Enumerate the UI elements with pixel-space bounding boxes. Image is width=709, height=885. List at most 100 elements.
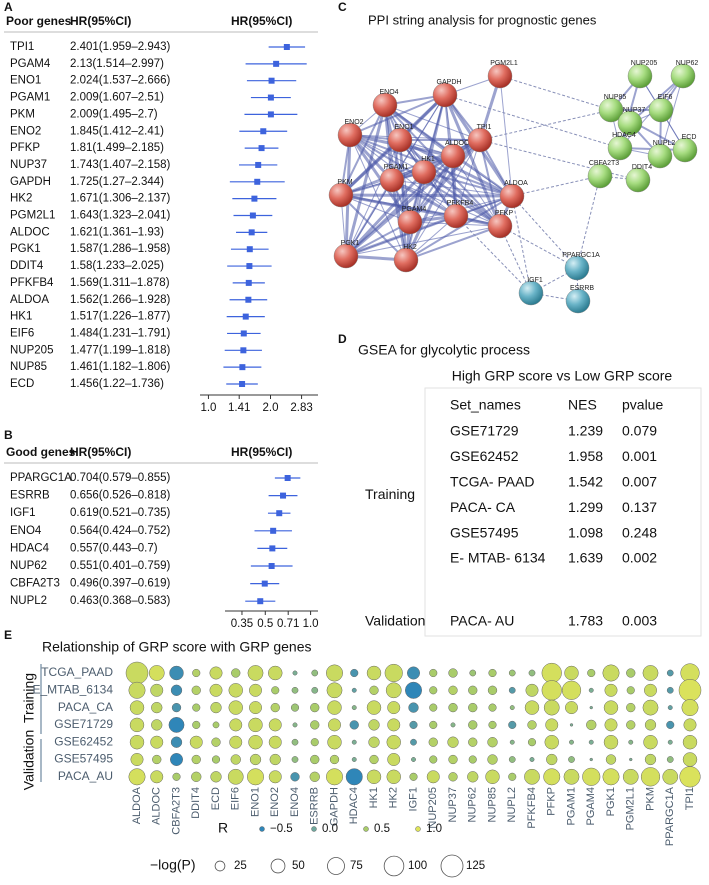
bubble	[150, 683, 164, 697]
edge	[344, 104, 387, 257]
bubble	[569, 739, 574, 745]
bubble	[411, 757, 416, 762]
bubble	[192, 668, 201, 678]
bubble	[151, 719, 163, 731]
bubble	[310, 754, 320, 765]
bubble	[468, 737, 478, 747]
bubble	[231, 668, 241, 678]
bubble	[679, 766, 701, 788]
bubble	[468, 720, 478, 730]
node	[397, 209, 423, 235]
bubble	[268, 770, 282, 784]
edge	[423, 171, 501, 227]
value-label: 1.562(1.266–1.928)	[70, 294, 171, 306]
table-cell: 0.137	[622, 499, 657, 515]
node	[672, 137, 698, 163]
bubble	[387, 718, 401, 732]
bubble	[405, 681, 422, 699]
value-label: 2.024(1.537–2.666)	[70, 75, 171, 87]
bubble	[509, 739, 515, 745]
bubble	[429, 720, 438, 729]
group-label: Training	[21, 673, 37, 723]
x-tick-label: PFKFB4	[526, 787, 538, 829]
header: Poor genes	[6, 14, 72, 28]
bubble	[408, 702, 419, 713]
node-label: ALDOA	[504, 180, 528, 187]
legend-swatch	[363, 826, 369, 832]
x-tick-label: HK2	[388, 787, 400, 808]
hr-point	[273, 60, 280, 67]
group-label: Training	[365, 486, 415, 502]
node	[372, 92, 398, 118]
hr-point	[257, 598, 264, 605]
edge	[391, 179, 513, 197]
bubble	[211, 737, 221, 747]
node	[587, 163, 613, 189]
x-tick-label: PFKP	[546, 787, 558, 816]
legend-label: 125	[466, 860, 485, 872]
node	[487, 213, 513, 239]
bubble	[247, 665, 264, 681]
node-label: HDAC4	[612, 132, 636, 139]
bubble	[210, 701, 222, 714]
hr-point	[261, 580, 268, 587]
bubble	[565, 701, 578, 715]
bubble	[130, 753, 144, 766]
bubble	[508, 756, 516, 763]
bubble	[369, 754, 379, 765]
node-label: ENO4	[379, 89, 398, 96]
bubble	[129, 734, 145, 750]
bubble	[292, 722, 298, 728]
bubble	[682, 752, 698, 767]
node	[387, 127, 413, 153]
legend-label: 0.0	[322, 823, 338, 835]
hr-point	[242, 313, 249, 320]
value-label: 1.81(1.499–2.185)	[70, 142, 164, 154]
bubble	[291, 756, 299, 763]
bubble	[129, 700, 145, 715]
bubble	[350, 668, 359, 678]
row-label: PACA_CA	[58, 700, 113, 714]
edge	[384, 104, 481, 141]
panel-label: C	[338, 0, 347, 14]
legend-label: 100	[408, 860, 427, 872]
gene-label: ENO1	[10, 75, 41, 87]
table-cell: 0.001	[622, 448, 657, 464]
gene-label: NUPL2	[10, 595, 47, 607]
bubble	[209, 683, 223, 697]
edge	[405, 225, 501, 261]
bubble	[151, 701, 163, 714]
bubble	[268, 665, 283, 681]
bubble	[329, 754, 340, 765]
gene-label: HK2	[10, 193, 32, 205]
node	[648, 97, 674, 123]
hr-point	[268, 563, 275, 569]
gene-label: TPI1	[10, 41, 34, 53]
x-tick-label: HDAC4	[348, 787, 360, 824]
bubble	[564, 665, 579, 681]
bubble	[210, 771, 222, 783]
hr-point	[249, 212, 256, 219]
edge	[423, 171, 513, 197]
bubble	[291, 738, 299, 746]
hr-point	[240, 347, 247, 354]
x-tick-label: NUP205	[427, 787, 439, 829]
bubble	[603, 700, 619, 715]
bubble	[666, 756, 674, 763]
bubble	[448, 668, 458, 678]
row-label: GSE71729	[54, 717, 113, 731]
bubble	[326, 768, 343, 786]
bubble	[524, 768, 540, 785]
value-label: 0.496(0.397–0.619)	[70, 578, 171, 590]
bubble	[541, 680, 562, 701]
table-cell: 1.783	[568, 613, 603, 629]
value-label: 0.557(0.443–0.7)	[70, 542, 158, 554]
bubble	[385, 682, 402, 699]
table-cell: 1.098	[568, 524, 603, 540]
bubble	[290, 772, 300, 782]
table-cell: GSE57495	[450, 524, 519, 540]
node	[333, 243, 359, 269]
x-tick-label: ENO1	[249, 787, 261, 817]
gene-label: PFKFB4	[10, 277, 54, 289]
bubble	[528, 669, 536, 677]
